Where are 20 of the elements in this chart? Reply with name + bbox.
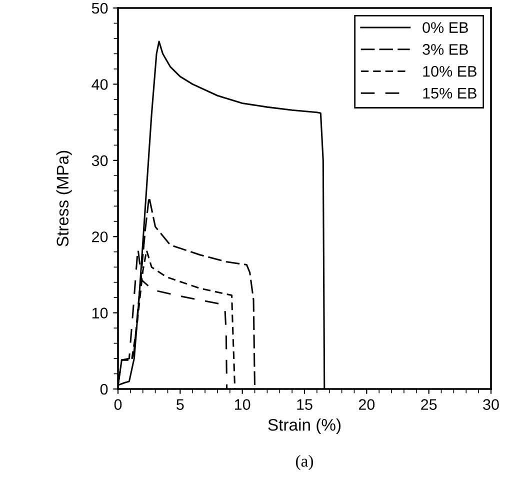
legend-label: 10% EB	[423, 66, 476, 77]
y-tick-label: 20	[92, 231, 108, 242]
x-tick-label: 15	[297, 399, 312, 410]
x-tick-label: 10	[235, 399, 250, 410]
legend-label: 0% EB	[422, 22, 468, 33]
text: (a)	[296, 455, 314, 470]
x-tick-label: 5	[176, 399, 184, 410]
legend-label: 3% EB	[422, 44, 468, 55]
legend-label: 15% EB	[423, 88, 476, 99]
y-tick-label: 30	[92, 155, 108, 166]
y-tick-label: 40	[92, 79, 108, 90]
y-tick-label: 10	[92, 308, 108, 318]
y-tick-label: 50	[92, 2, 108, 14]
x-tick-label: 20	[358, 399, 375, 410]
x-axis-title: Strain (%)	[268, 418, 341, 434]
x-tick-label: 30	[483, 399, 499, 410]
y-tick-label: 0	[100, 384, 108, 395]
y-axis-title: Stress (MPa)	[56, 150, 72, 246]
x-tick-label: 0	[114, 399, 122, 410]
x-tick-label: 25	[421, 399, 437, 410]
